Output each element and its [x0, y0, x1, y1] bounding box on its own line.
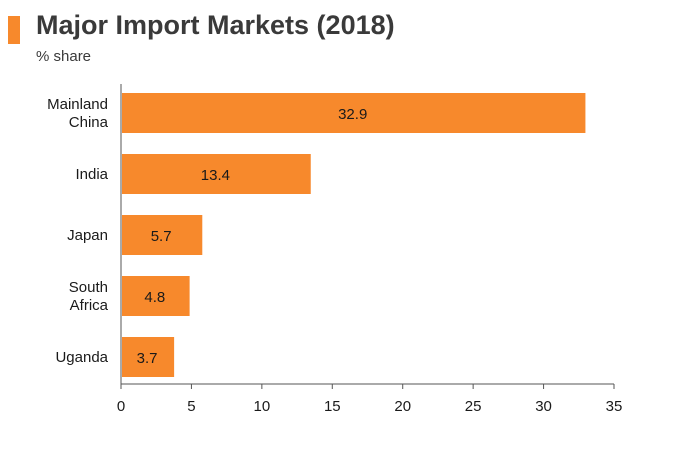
chart-title: Major Import Markets (2018) — [36, 10, 395, 40]
category-label: Mainland — [47, 96, 108, 113]
bar — [122, 337, 175, 377]
category-label: India — [75, 166, 108, 183]
bar-value-label: 13.4 — [201, 167, 230, 184]
bar-value-label: 5.7 — [151, 228, 172, 245]
x-tick-label: 10 — [254, 398, 271, 415]
title-accent-bar — [8, 16, 20, 44]
x-tick-label: 25 — [465, 398, 482, 415]
category-label: Africa — [70, 297, 109, 314]
x-tick-label: 20 — [394, 398, 411, 415]
x-tick-label: 35 — [606, 398, 623, 415]
bar-value-label: 32.9 — [338, 106, 367, 123]
category-label: South — [69, 279, 108, 296]
bar — [122, 276, 190, 316]
category-label: Uganda — [55, 349, 108, 366]
bar — [122, 93, 586, 133]
chart-subtitle: % share — [36, 48, 92, 65]
x-tick-label: 5 — [187, 398, 195, 415]
x-tick-label: 0 — [117, 398, 125, 415]
bar-value-label: 3.7 — [137, 350, 158, 367]
bar-value-label: 4.8 — [144, 289, 165, 306]
category-label: China — [69, 114, 109, 131]
bar — [122, 154, 311, 194]
bar — [122, 215, 203, 255]
x-tick-label: 30 — [535, 398, 552, 415]
category-label: Japan — [67, 227, 108, 244]
x-tick-label: 15 — [324, 398, 341, 415]
